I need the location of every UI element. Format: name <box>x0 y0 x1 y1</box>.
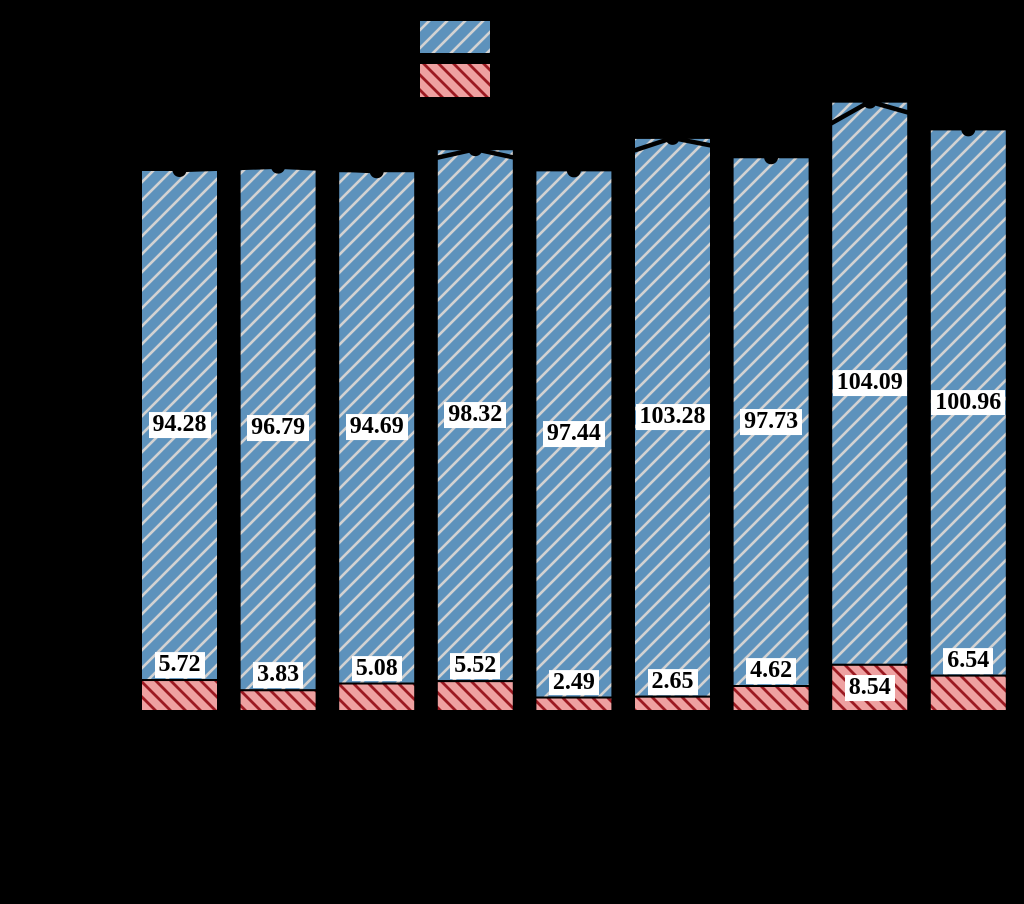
bar-4-blue-segment <box>435 148 515 683</box>
bar-5-blue-segment <box>534 169 614 699</box>
bar-6-blue-segment <box>633 136 712 698</box>
bar-8-blue-segment <box>830 100 910 666</box>
bar-1-blue-segment <box>140 169 219 682</box>
bar-7-blue-segment <box>731 156 811 688</box>
totals-marker-5 <box>566 163 581 178</box>
bar-9-red-segment <box>928 674 1008 712</box>
totals-marker-3 <box>369 164 384 179</box>
totals-marker-1 <box>172 163 187 177</box>
totals-marker-2 <box>271 159 286 174</box>
totals-marker-6 <box>665 130 680 145</box>
bar-2-red-segment <box>238 689 318 713</box>
bar-9-blue-segment <box>928 128 1008 677</box>
bar-3-blue-segment <box>337 170 417 685</box>
bar-7-red-segment <box>731 685 811 712</box>
bar-4-red-segment <box>435 680 515 712</box>
legend-blue-hatched-swatch <box>418 19 492 55</box>
bar-6-red-segment <box>633 695 712 713</box>
totals-marker-9 <box>961 122 976 137</box>
bar-3-red-segment <box>337 682 417 713</box>
bar-2-blue-segment <box>238 165 318 692</box>
legend-red-hatched-swatch <box>418 62 492 99</box>
totals-marker-8 <box>862 94 877 109</box>
totals-marker-4 <box>468 142 483 157</box>
bar-5-red-segment <box>534 696 614 713</box>
bar-8-red-segment <box>830 663 910 712</box>
totals-marker-7 <box>764 150 779 165</box>
bar-1-red-segment <box>140 679 219 713</box>
